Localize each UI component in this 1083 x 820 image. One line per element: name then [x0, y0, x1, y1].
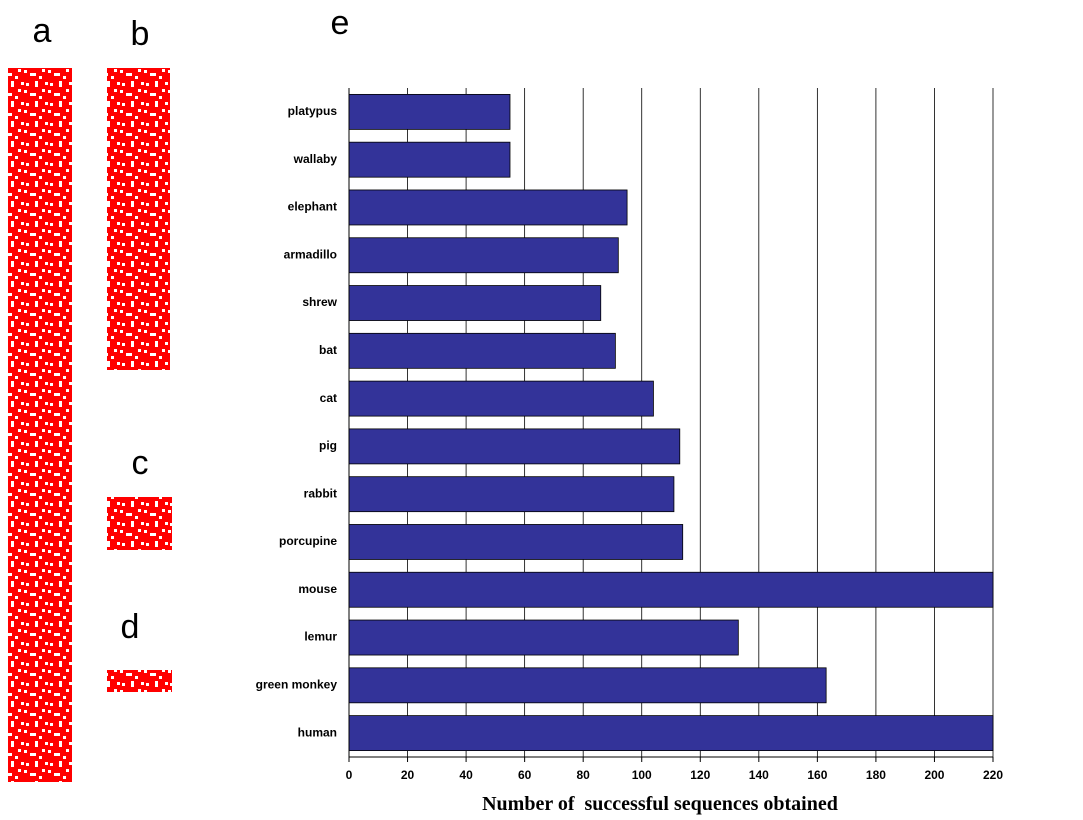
y-tick-label: rabbit	[304, 486, 337, 500]
x-tick-label: 0	[346, 768, 353, 782]
x-tick-label: 120	[690, 768, 710, 782]
y-tick-label: shrew	[302, 295, 337, 309]
bar	[349, 94, 510, 129]
panel-label: b	[131, 15, 150, 53]
bar	[349, 142, 510, 177]
y-tick-label: lemur	[304, 630, 337, 644]
y-tick-label: cat	[320, 391, 337, 405]
matrix-c	[107, 497, 172, 550]
x-tick-label: 200	[924, 768, 944, 782]
bar	[349, 381, 653, 416]
y-tick-label: wallaby	[293, 152, 338, 166]
panel-label: d	[121, 608, 140, 646]
bar	[349, 572, 993, 607]
bar	[349, 477, 674, 512]
matrix-b	[107, 68, 170, 370]
y-tick-label: porcupine	[279, 534, 337, 548]
y-tick-label: armadillo	[284, 247, 337, 261]
x-tick-label: 220	[983, 768, 1003, 782]
page: a b c d e Number of successful sequences…	[0, 0, 1083, 820]
x-tick-label: 180	[866, 768, 886, 782]
y-tick-label: pig	[319, 439, 337, 453]
bar	[349, 716, 993, 751]
x-axis-title: Number of successful sequences obtained	[482, 793, 838, 815]
y-tick-label: platypus	[288, 104, 338, 118]
bar	[349, 190, 627, 225]
bar	[349, 524, 683, 559]
x-tick-label: 160	[807, 768, 827, 782]
bar	[349, 238, 618, 273]
x-tick-label: 140	[749, 768, 769, 782]
matrix-a	[8, 68, 72, 782]
y-tick-label: bat	[319, 343, 337, 357]
x-tick-label: 20	[401, 768, 415, 782]
x-tick-label: 100	[632, 768, 652, 782]
matrix-d	[107, 670, 172, 692]
y-tick-label: green monkey	[256, 677, 338, 691]
x-tick-label: 60	[518, 768, 532, 782]
y-tick-label: elephant	[288, 200, 337, 214]
panel-label: a	[33, 12, 52, 50]
bar	[349, 286, 601, 321]
panel-label: e	[331, 4, 350, 42]
bar	[349, 429, 680, 464]
y-tick-label: human	[298, 725, 337, 739]
bar	[349, 333, 615, 368]
panel-label: c	[132, 444, 149, 482]
bar	[349, 620, 738, 655]
x-tick-label: 80	[577, 768, 591, 782]
y-tick-label: mouse	[298, 582, 337, 596]
x-tick-label: 40	[459, 768, 473, 782]
bar	[349, 668, 826, 703]
figure: a b c d e Number of successful sequences…	[0, 0, 1083, 820]
